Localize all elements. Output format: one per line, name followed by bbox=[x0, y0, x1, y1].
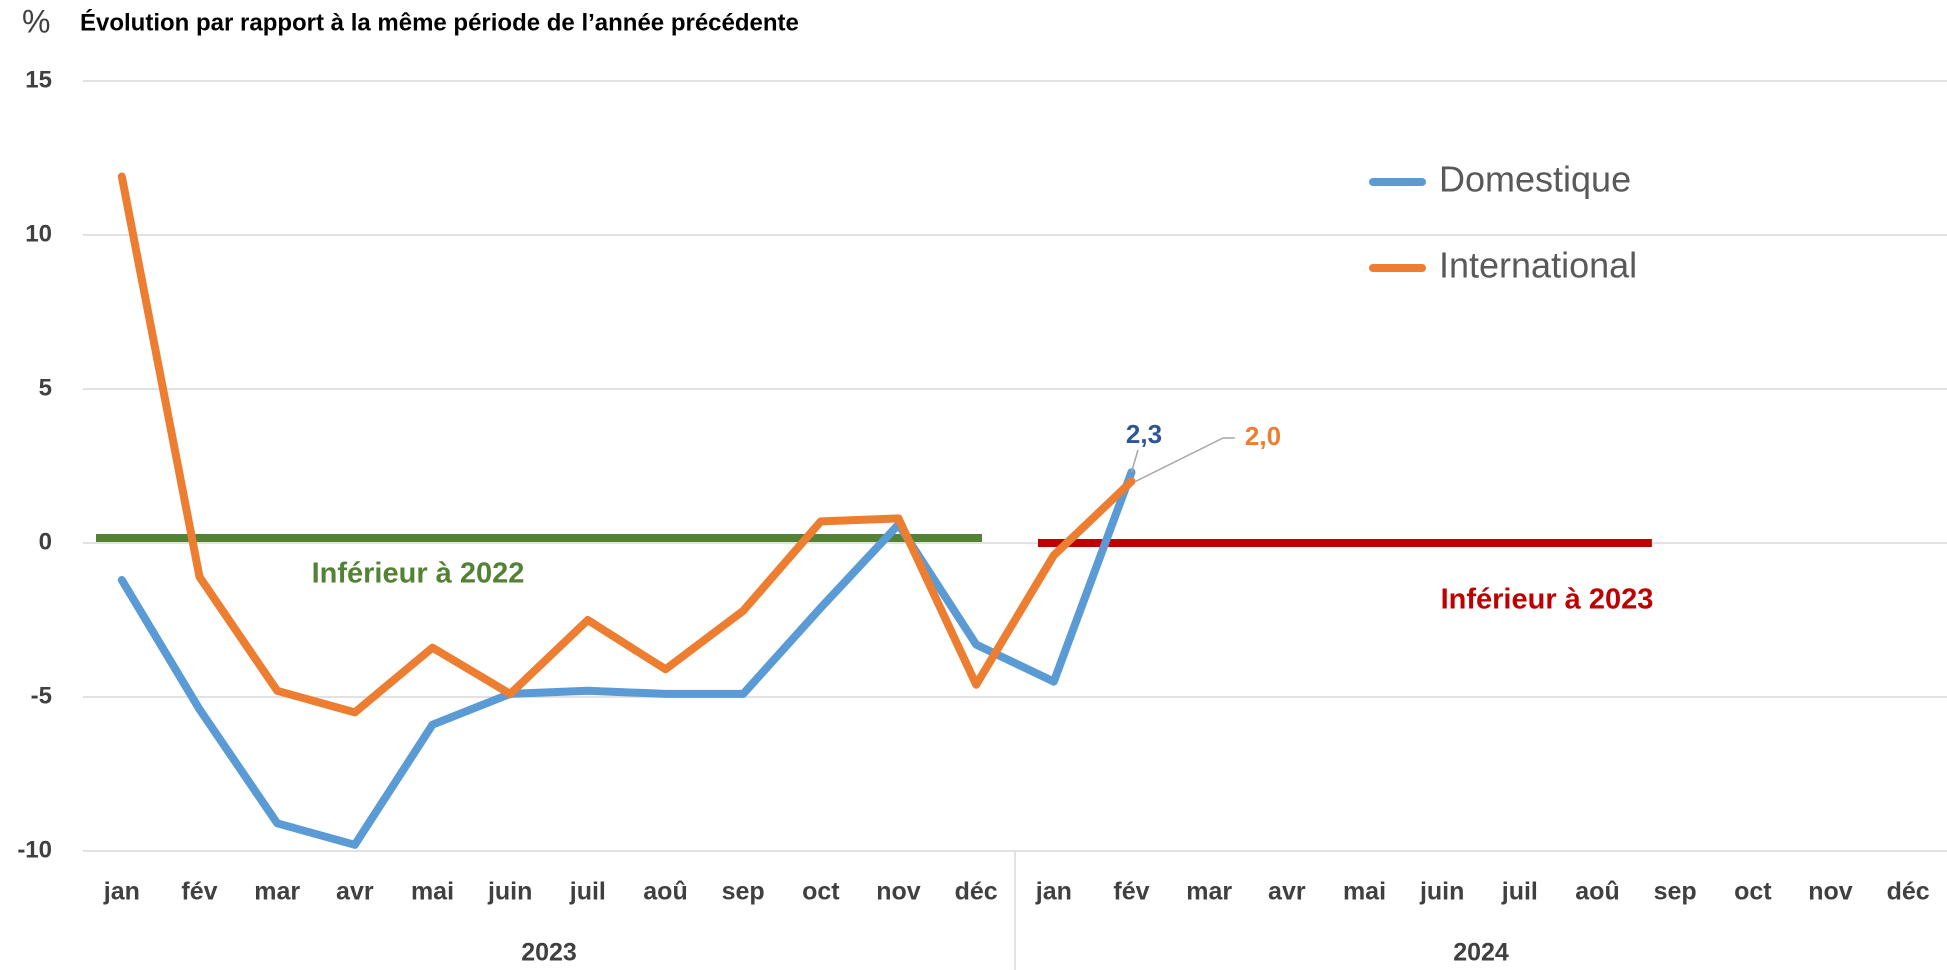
y-tick-label: 0 bbox=[39, 528, 52, 555]
y-tick-label: -5 bbox=[31, 682, 52, 709]
legend-label: Domestique bbox=[1439, 159, 1631, 200]
x-tick-label: mar bbox=[1186, 878, 1232, 906]
x-tick-label: déc bbox=[955, 878, 998, 906]
x-tick-label: avr bbox=[336, 878, 374, 906]
data-label: 2,0 bbox=[1245, 421, 1281, 451]
x-tick-label: déc bbox=[1887, 878, 1930, 906]
x-tick-label: jan bbox=[103, 878, 140, 906]
y-tick-label: -10 bbox=[17, 836, 52, 863]
x-tick-label: nov bbox=[1808, 878, 1853, 906]
reference-label: Inférieur à 2023 bbox=[1441, 584, 1654, 616]
y-tick-label: 15 bbox=[25, 66, 52, 93]
series-line bbox=[117, 172, 1136, 717]
series-line bbox=[117, 468, 1136, 849]
x-tick-label: aoû bbox=[643, 878, 687, 906]
x-group-label: 2023 bbox=[521, 939, 577, 967]
data-label: 2,3 bbox=[1126, 419, 1162, 449]
x-group-label: 2024 bbox=[1453, 939, 1509, 967]
x-tick-label: sep bbox=[1654, 878, 1697, 906]
y-tick-label: 5 bbox=[39, 374, 52, 401]
x-tick-label: avr bbox=[1268, 878, 1306, 906]
x-tick-label: oct bbox=[1734, 878, 1772, 906]
chart-title: Évolution par rapport à la même période … bbox=[80, 8, 799, 36]
x-tick-label: mai bbox=[1343, 878, 1386, 906]
leader-line bbox=[1135, 437, 1224, 483]
x-tick-label: juin bbox=[1419, 878, 1464, 906]
x-tick-label: juil bbox=[1501, 878, 1538, 906]
y-axis-label: % bbox=[22, 3, 50, 39]
x-tick-label: mai bbox=[411, 878, 454, 906]
x-tick-label: juil bbox=[569, 878, 606, 906]
x-tick-label: sep bbox=[722, 878, 765, 906]
reference-label: Inférieur à 2022 bbox=[312, 558, 525, 590]
x-tick-label: oct bbox=[802, 878, 840, 906]
x-tick-label: jan bbox=[1035, 878, 1072, 906]
legend-label: International bbox=[1439, 245, 1637, 286]
x-tick-label: nov bbox=[876, 878, 921, 906]
x-tick-label: aoû bbox=[1575, 878, 1619, 906]
x-tick-label: fév bbox=[181, 878, 217, 906]
y-tick-label: 10 bbox=[25, 220, 52, 247]
x-tick-label: juin bbox=[487, 878, 532, 906]
x-tick-label: mar bbox=[254, 878, 300, 906]
leader-line bbox=[1130, 449, 1139, 473]
x-tick-label: fév bbox=[1113, 878, 1149, 906]
